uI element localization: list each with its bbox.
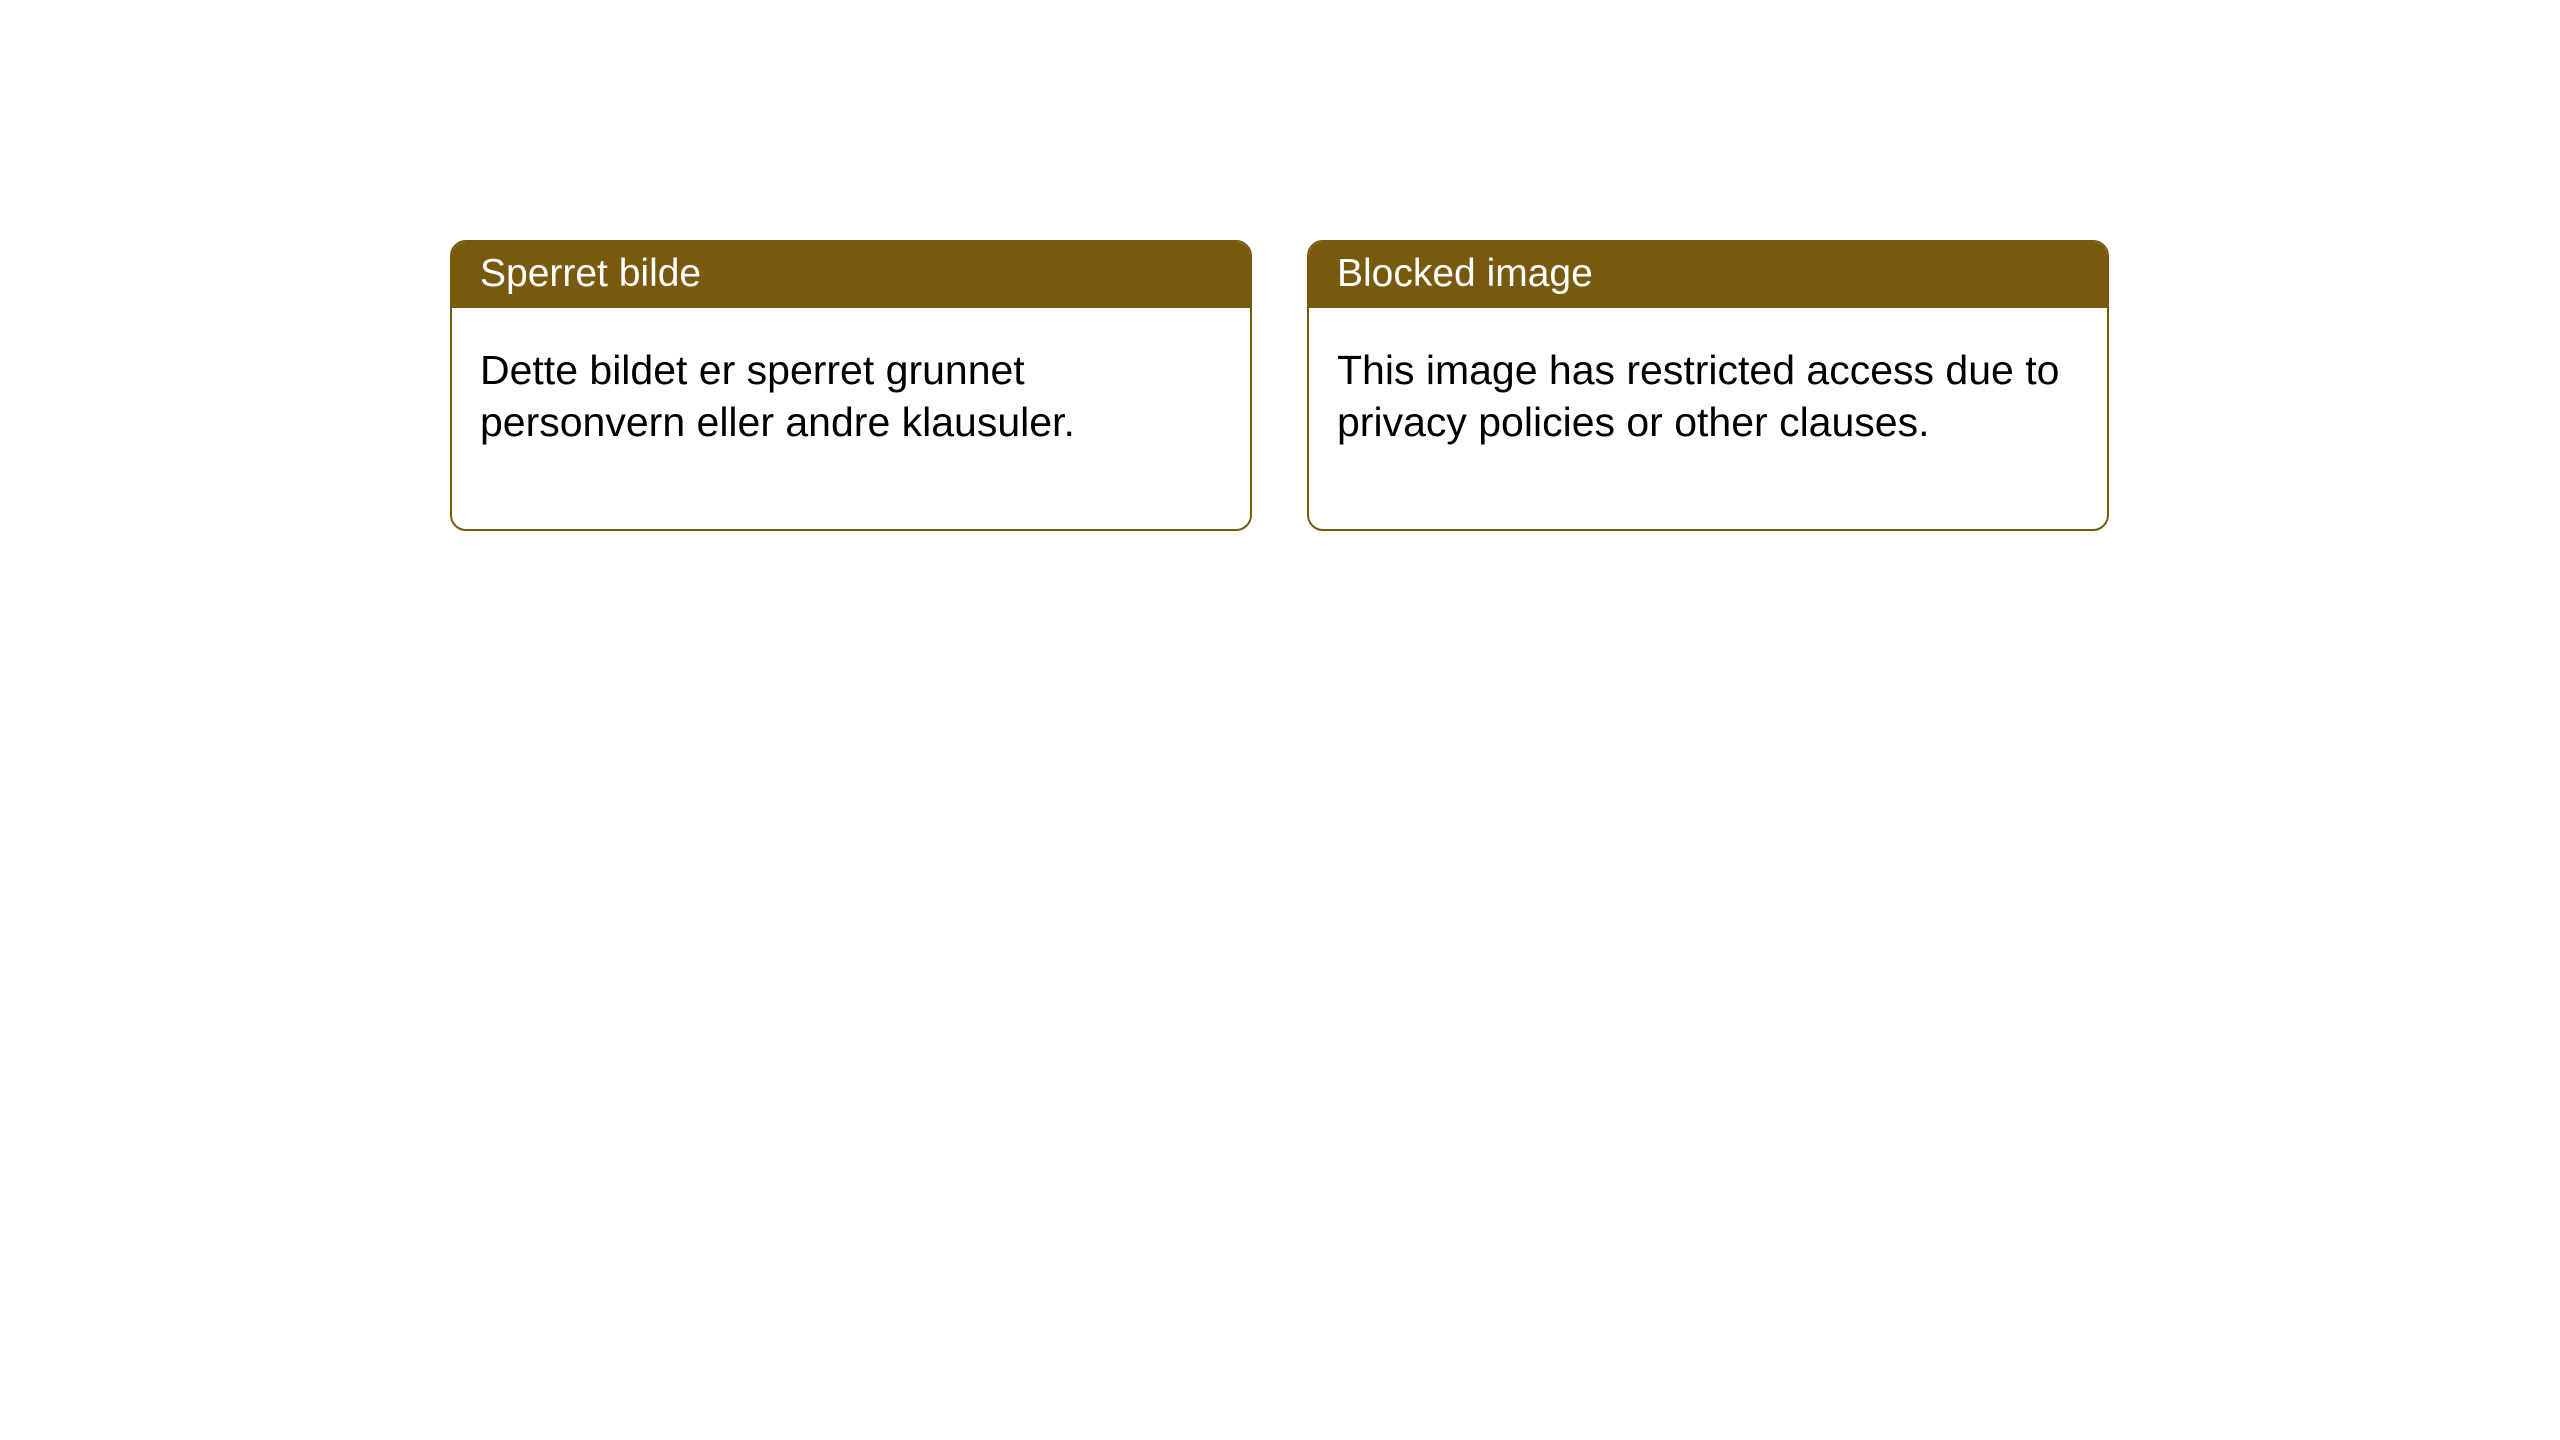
notice-card-body: This image has restricted access due to … bbox=[1309, 308, 2107, 529]
notice-card-english: Blocked image This image has restricted … bbox=[1307, 240, 2109, 531]
notice-cards-container: Sperret bilde Dette bildet er sperret gr… bbox=[450, 240, 2109, 531]
notice-card-title: Blocked image bbox=[1309, 242, 2107, 308]
notice-card-title: Sperret bilde bbox=[452, 242, 1250, 308]
notice-card-norwegian: Sperret bilde Dette bildet er sperret gr… bbox=[450, 240, 1252, 531]
notice-card-body: Dette bildet er sperret grunnet personve… bbox=[452, 308, 1250, 529]
